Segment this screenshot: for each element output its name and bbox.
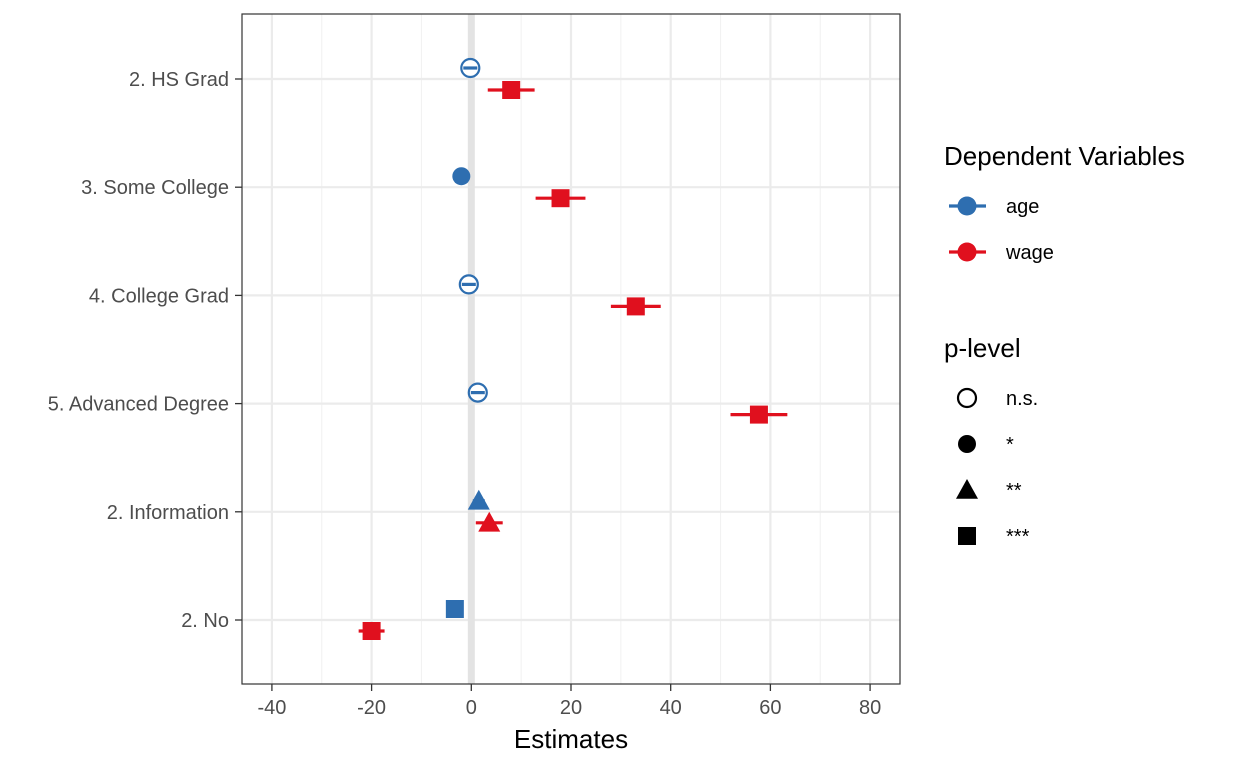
- legend-shape-key: [956, 387, 978, 409]
- data-point-age: [467, 382, 488, 403]
- legend-item-p-level: n.s.: [956, 387, 1038, 410]
- legend-shape-key: [958, 527, 976, 545]
- legend-item-p-level: ***: [958, 526, 1030, 548]
- legend-label: age: [1006, 196, 1039, 218]
- point-marker: [452, 167, 471, 186]
- data-point-age: [445, 600, 464, 618]
- legend-label: n.s.: [1006, 388, 1038, 410]
- x-tick-label: 20: [560, 697, 582, 719]
- y-tick-label: 3. Some College: [81, 177, 229, 199]
- legend-label: ***: [1006, 526, 1030, 548]
- data-point-age: [452, 167, 471, 186]
- point-marker: [749, 405, 768, 424]
- point-marker: [551, 189, 570, 208]
- legend-shape-key: [958, 435, 976, 453]
- x-tick-label: 40: [660, 697, 682, 719]
- legend-title-p-level: p-level: [944, 333, 1021, 363]
- y-tick-label: 4. College Grad: [89, 285, 229, 307]
- data-point-age: [460, 57, 481, 79]
- y-tick-label: 5. Advanced Degree: [48, 394, 229, 416]
- legend-item-p-level: *: [958, 434, 1014, 456]
- legend-label: wage: [1005, 242, 1054, 264]
- legend-label: **: [1006, 480, 1022, 502]
- data-point-age: [458, 274, 479, 295]
- legend-shape-key-outline: [956, 387, 978, 409]
- data-point-age: [467, 489, 490, 510]
- point-marker: [478, 511, 501, 532]
- y-tick-label: 2. Information: [107, 502, 229, 524]
- point-marker: [626, 297, 645, 316]
- x-tick-label: -40: [257, 697, 286, 719]
- data-point-wage: [487, 81, 535, 99]
- data-point-wage: [358, 622, 385, 640]
- legend-item-wage: wage: [949, 242, 1054, 264]
- x-tick-label: 80: [859, 697, 881, 719]
- point-marker: [445, 600, 464, 618]
- data-point-wage: [475, 511, 503, 532]
- data-point-wage: [730, 405, 788, 424]
- legend-item-p-level: **: [956, 479, 1022, 502]
- x-axis-title: Estimates: [514, 724, 628, 754]
- legend-item-age: age: [949, 196, 1039, 218]
- y-tick-label: 2. HS Grad: [129, 69, 229, 91]
- data-point-wage: [535, 189, 586, 208]
- legend-shape-key: [956, 479, 978, 499]
- x-tick-label: 0: [466, 697, 477, 719]
- y-tick-label: 2. No: [181, 610, 229, 632]
- point-marker: [362, 622, 381, 640]
- point-marker: [467, 489, 490, 510]
- legend-key-point: [957, 196, 977, 216]
- legend-key-point: [957, 242, 977, 262]
- point-marker: [502, 81, 521, 99]
- data-point-wage: [610, 297, 661, 316]
- legend-label: *: [1006, 434, 1014, 456]
- x-tick-label: -20: [357, 697, 386, 719]
- x-tick-label: 60: [759, 697, 781, 719]
- legend-title-dependent-variables: Dependent Variables: [944, 141, 1185, 171]
